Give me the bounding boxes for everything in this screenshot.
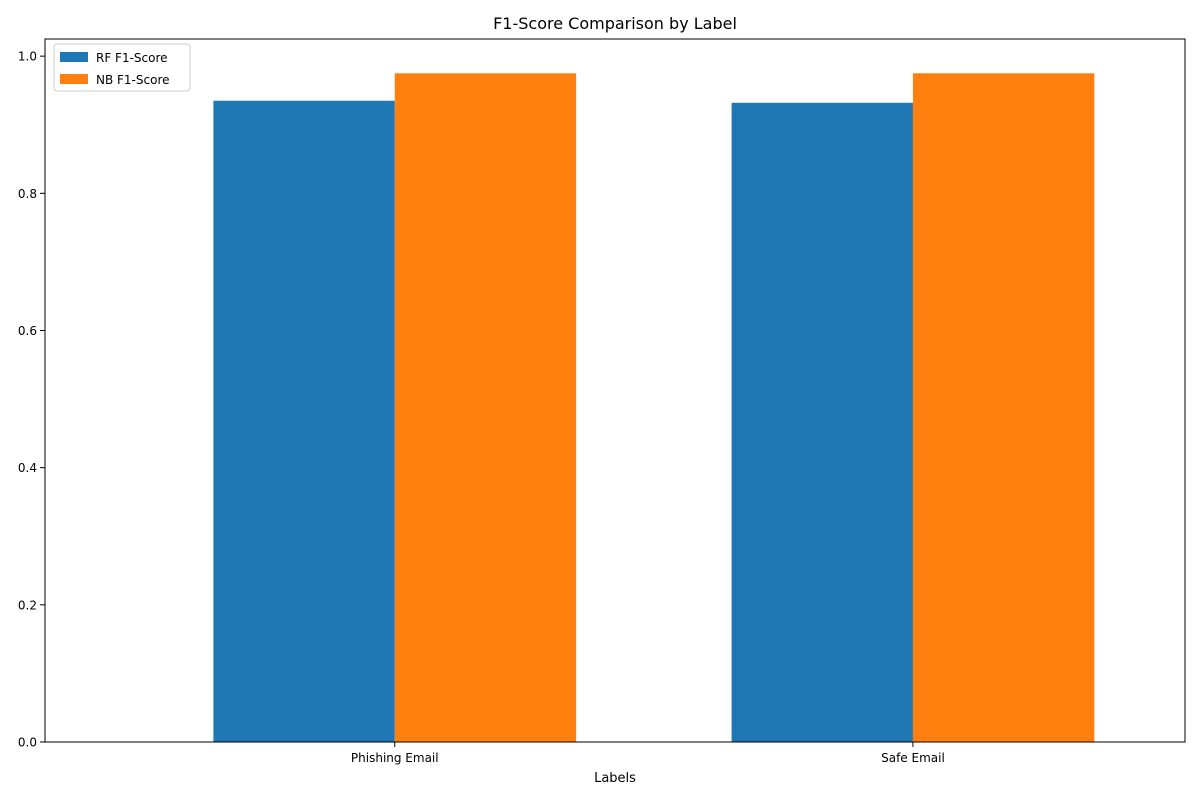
y-tick-label: 0.0 [18,736,37,750]
legend-label: RF F1-Score [96,51,168,65]
y-axis: 0.0 0.2 0.4 0.6 0.8 1.0 [18,50,45,750]
legend-swatch [60,74,88,84]
y-tick-label: 0.2 [18,598,37,612]
legend-swatch [60,52,88,62]
legend: RF F1-Score NB F1-Score [53,43,191,92]
x-tick-label: Safe Email [881,751,945,765]
bar-rf-f1-score-phishing-email [213,100,395,743]
bars-layer [213,73,1095,743]
y-tick-label: 0.8 [18,187,37,201]
plot-frame [44,38,1186,743]
chart-title: F1-Score Comparison by Label [493,14,737,33]
x-axis-label: Labels [594,771,636,786]
bar-nb-f1-score-safe-email [912,73,1095,743]
bar-rf-f1-score-safe-email [731,102,913,742]
x-axis: Phishing Email Safe Email [351,742,945,765]
y-tick-label: 0.6 [18,324,37,338]
y-tick-label: 1.0 [18,50,37,64]
y-tick-label: 0.4 [18,461,37,475]
legend-label: NB F1-Score [96,73,170,87]
x-tick-label: Phishing Email [351,751,439,765]
bar-nb-f1-score-phishing-email [394,73,577,743]
